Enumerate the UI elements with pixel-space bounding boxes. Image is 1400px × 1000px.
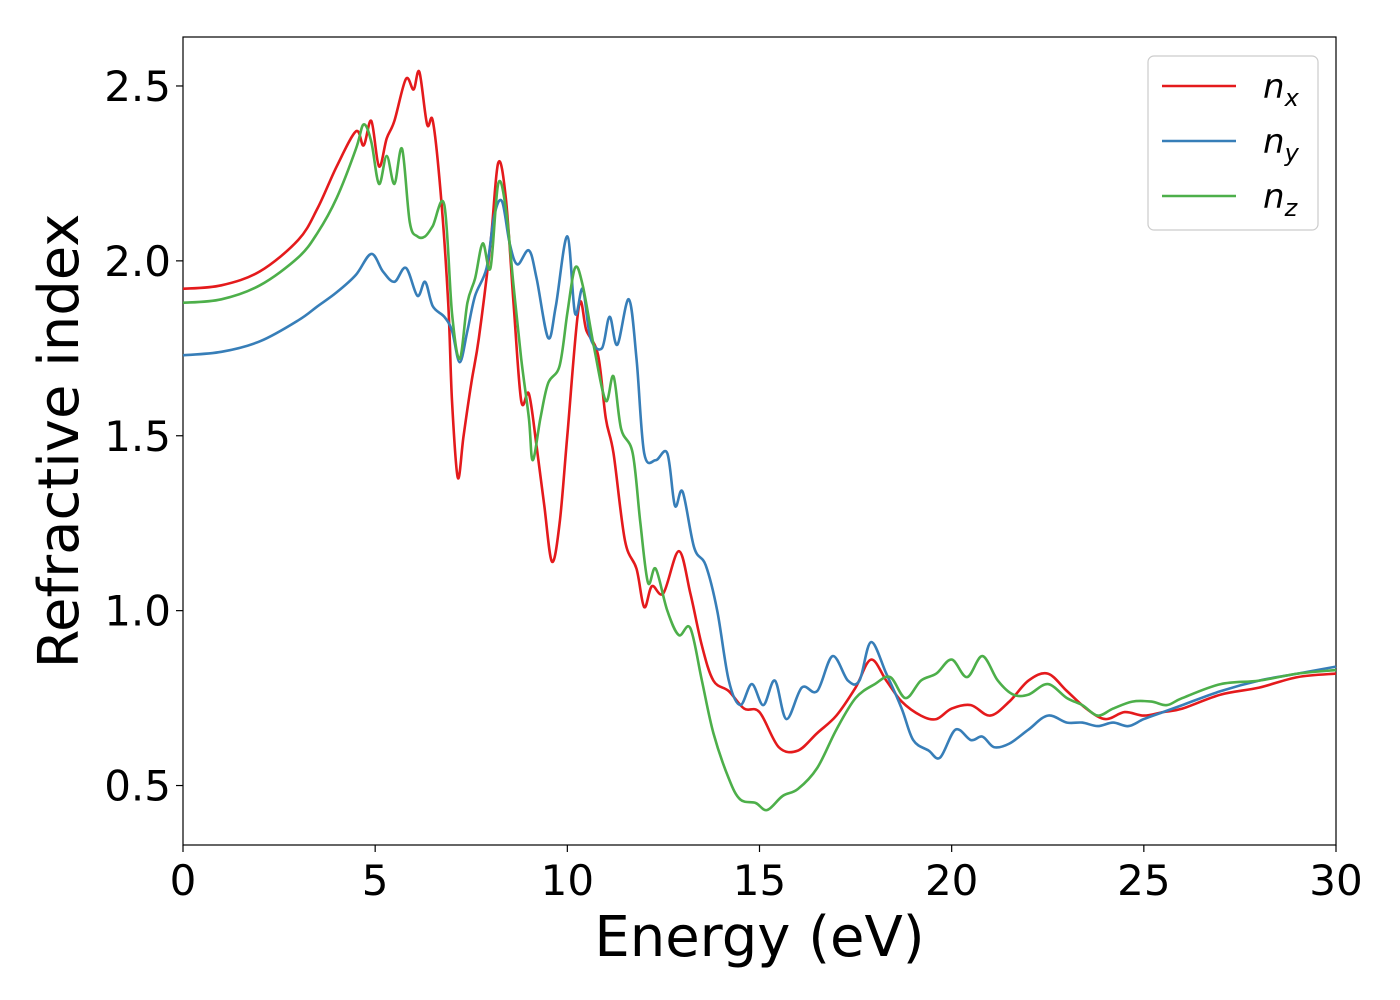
legend-box <box>1147 55 1319 231</box>
y-tick-label: 1.5 <box>104 412 171 461</box>
x-axis: 0 5 10 15 20 25 30 <box>170 845 1363 905</box>
y-tick-label: 2.5 <box>104 62 171 111</box>
x-tick-label: 20 <box>925 856 978 905</box>
x-axis-label: Energy (eV) <box>594 905 924 970</box>
x-tick-label: 5 <box>362 856 389 905</box>
x-tick-label: 25 <box>1117 856 1170 905</box>
series-line-nz <box>182 123 1337 812</box>
x-tick-label: 10 <box>541 856 594 905</box>
y-axis-label: Refractive index <box>27 214 92 669</box>
series-layer <box>182 69 1337 812</box>
y-tick-label: 0.5 <box>104 762 171 811</box>
series-line-ny <box>182 198 1337 760</box>
x-tick-label: 0 <box>170 856 197 905</box>
x-tick-label: 15 <box>733 856 786 905</box>
x-tick-label: 30 <box>1309 856 1362 905</box>
y-tick-label: 2.0 <box>104 237 171 286</box>
y-axis: 0.5 1.0 1.5 2.0 2.5 <box>104 62 183 811</box>
y-tick-label: 1.0 <box>104 587 171 636</box>
series-line-nx <box>182 69 1337 754</box>
